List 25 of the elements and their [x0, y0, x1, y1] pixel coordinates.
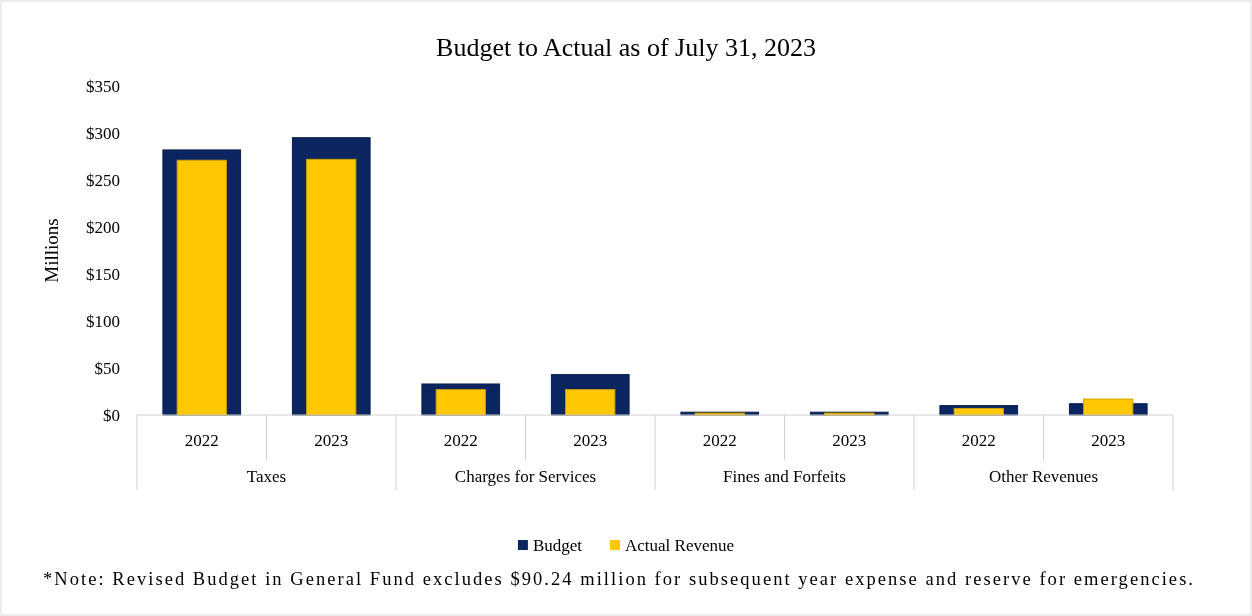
y-tick-label: $150	[86, 264, 120, 284]
chart-title: Budget to Actual as of July 31, 2023	[436, 33, 816, 62]
y-tick-label: $250	[86, 170, 120, 190]
y-tick-label: $50	[94, 358, 120, 378]
x-tick-label: 2022	[443, 431, 478, 450]
legend-label: Budget	[532, 536, 583, 555]
text: Charges for Services	[454, 467, 597, 486]
legend-label: Actual Revenue	[625, 536, 735, 555]
y-tick-label: $100	[86, 311, 120, 331]
x-tick-label: 2023	[573, 431, 608, 450]
text: Other Revenues	[988, 467, 1099, 486]
x-tick-label: 2022	[961, 431, 996, 450]
x-tick-label: 2023	[832, 431, 867, 450]
x-tick-label: 2022	[702, 431, 737, 450]
x-tick-label: 2023	[1091, 431, 1126, 450]
x-tick-label: 2023	[314, 431, 349, 450]
text: Fines and Forfeits	[723, 467, 846, 486]
y-tick-label: $0	[103, 405, 120, 425]
text: *Note: Revised Budget in General Fund excludes $90.24 million for subsequent year expense and reserve for emergencies.	[43, 569, 1193, 589]
text: Taxes	[246, 467, 287, 486]
y-tick-label: $300	[86, 123, 120, 143]
y-tick-label: $350	[86, 76, 120, 96]
x-tick-label: 2022	[184, 431, 219, 450]
y-tick-label: $200	[86, 217, 120, 237]
y-axis-title: Millions	[41, 218, 62, 283]
